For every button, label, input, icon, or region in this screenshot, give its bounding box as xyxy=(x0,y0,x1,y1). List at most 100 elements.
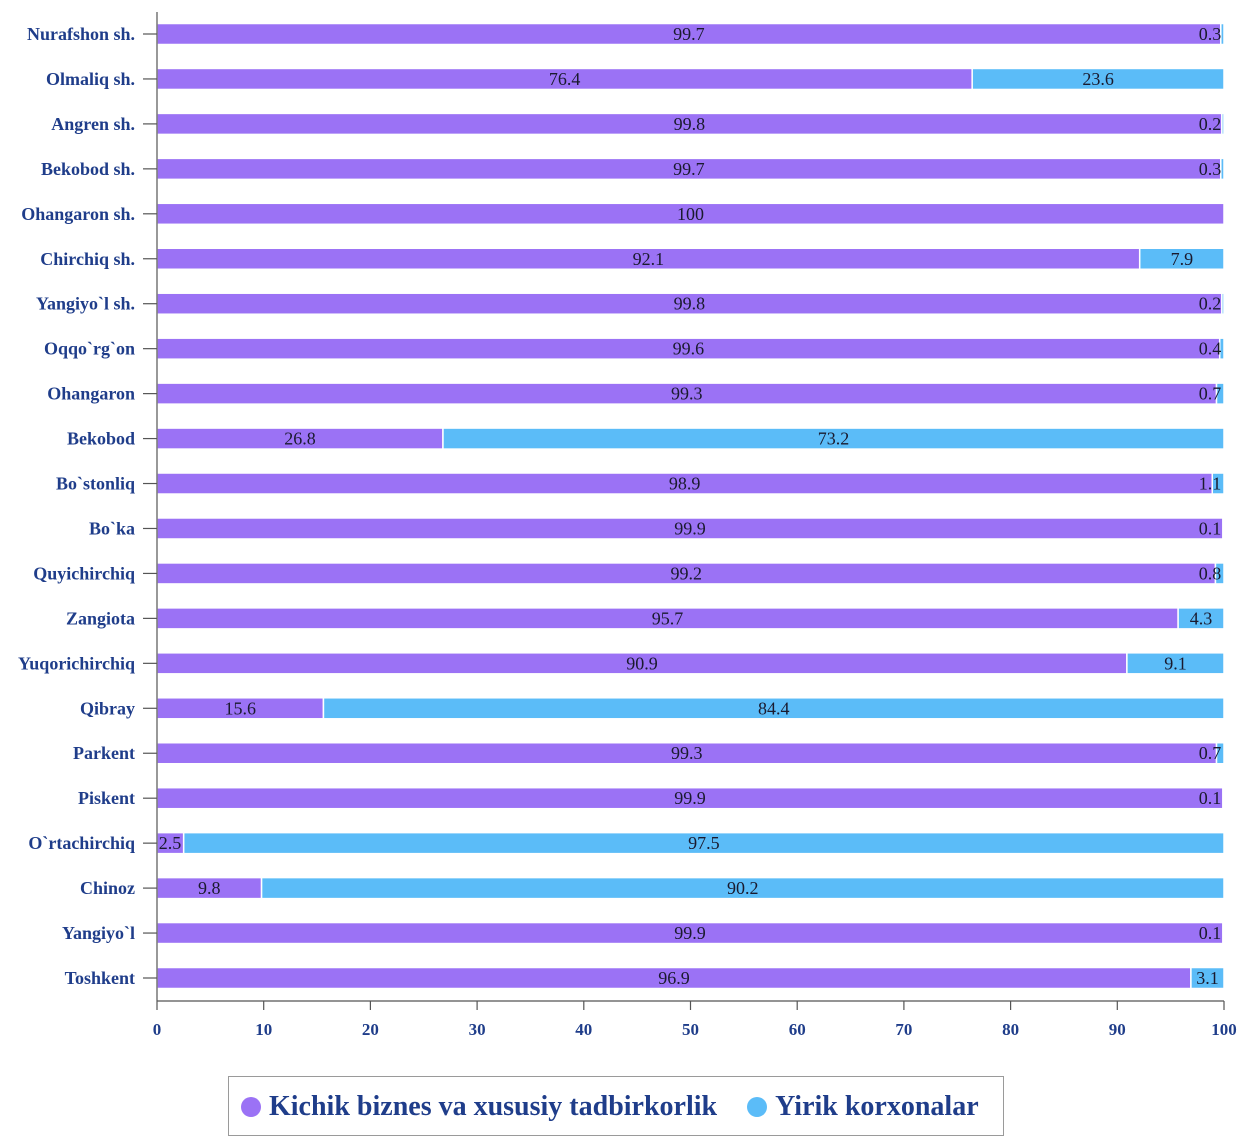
data-label: 0.1 xyxy=(1199,518,1222,538)
data-label: 0.2 xyxy=(1199,114,1222,134)
bar-segment-large-enterprises[interactable] xyxy=(1220,22,1225,46)
bar-row: 76.4 23.6 xyxy=(156,67,1225,91)
bar-row: 99.6 0.4 xyxy=(156,337,1225,360)
bar-segment-large-enterprises[interactable] xyxy=(442,427,1225,450)
data-label: 4.3 xyxy=(1190,608,1213,628)
data-label: 0.3 xyxy=(1199,24,1222,44)
data-label: 2.5 xyxy=(159,833,182,853)
data-label: 7.9 xyxy=(1171,249,1194,269)
x-tick-label: 20 xyxy=(362,1020,379,1039)
bar-segment-large-enterprises[interactable] xyxy=(1138,247,1225,271)
data-label: 0.3 xyxy=(1199,159,1222,179)
data-label: 99.2 xyxy=(670,563,702,583)
legend-item-small-business[interactable]: Kichik biznes va xususiy tadbirkorlik xyxy=(241,1091,717,1123)
data-label: 99.9 xyxy=(674,788,706,808)
bar-row: 99.2 0.8 xyxy=(156,562,1225,585)
bar-row: 2.5 97.5 xyxy=(156,831,1225,855)
data-label: 92.1 xyxy=(633,249,665,269)
bar-segment-large-enterprises[interactable] xyxy=(1218,337,1225,360)
bar-segment-large-enterprises[interactable] xyxy=(1220,157,1225,181)
category-label: Olmaliq sh. xyxy=(46,69,135,89)
legend-label-large-enterprises: Yirik korxonalar xyxy=(775,1091,979,1122)
bar-segment-large-enterprises[interactable] xyxy=(1177,607,1225,630)
data-label: 0.7 xyxy=(1199,384,1222,404)
data-label: 0.7 xyxy=(1199,743,1222,763)
category-label: Zangiota xyxy=(66,608,135,628)
bar-row: 99.8 0.2 xyxy=(156,292,1225,315)
bar-row: 99.3 0.7 xyxy=(156,741,1225,765)
bar-segment-large-enterprises[interactable] xyxy=(1214,562,1225,585)
category-label: Piskent xyxy=(78,788,135,808)
data-label: 99.3 xyxy=(671,384,703,404)
bar-segment-large-enterprises[interactable] xyxy=(971,67,1225,91)
data-label: 73.2 xyxy=(818,429,850,449)
data-label: 90.9 xyxy=(626,653,658,673)
bar-segment-large-enterprises[interactable] xyxy=(1215,382,1225,405)
category-label: Chinoz xyxy=(80,878,135,898)
data-label: 100 xyxy=(677,204,704,224)
data-label: 0.4 xyxy=(1199,339,1222,359)
legend-dot-large-enterprises-icon xyxy=(747,1097,768,1117)
x-tick-label: 70 xyxy=(895,1020,912,1039)
data-label: 99.7 xyxy=(673,159,705,179)
bar-row: 99.3 0.7 xyxy=(156,382,1225,405)
legend-label-small-business: Kichik biznes va xususiy tadbirkorlik xyxy=(269,1091,718,1122)
data-label: 76.4 xyxy=(549,69,581,89)
x-tick-label: 90 xyxy=(1109,1020,1126,1039)
x-tick-label: 10 xyxy=(255,1020,272,1039)
data-label: 0.2 xyxy=(1199,294,1222,314)
data-label: 99.9 xyxy=(674,923,706,943)
bar-segment-large-enterprises[interactable] xyxy=(1222,921,1226,945)
data-label: 99.8 xyxy=(674,114,706,134)
legend: Kichik biznes va xususiy tadbirkorlik Yi… xyxy=(228,1076,1004,1136)
category-label: Yuqorichirchiq xyxy=(18,653,135,673)
bar-segment-large-enterprises[interactable] xyxy=(1221,292,1225,315)
category-label: Ohangaron sh. xyxy=(21,204,135,224)
x-tick-label: 80 xyxy=(1002,1020,1019,1039)
bar-segment-large-enterprises[interactable] xyxy=(1211,472,1225,495)
bar-segment-large-enterprises[interactable] xyxy=(322,697,1225,720)
bar-segment-large-enterprises[interactable] xyxy=(1215,741,1225,765)
bar-segment-large-enterprises[interactable] xyxy=(1222,517,1226,540)
bar-segment-large-enterprises[interactable] xyxy=(182,831,1225,855)
data-label: 99.6 xyxy=(673,339,705,359)
category-label: Bo`ka xyxy=(89,518,135,538)
x-tick-label: 0 xyxy=(153,1020,162,1039)
data-label: 26.8 xyxy=(284,429,316,449)
bar-segment-large-enterprises[interactable] xyxy=(1222,786,1226,810)
category-label: Oqqo`rg`on xyxy=(44,339,135,359)
legend-dot-small-business-icon xyxy=(241,1097,261,1117)
x-tick-label: 50 xyxy=(682,1020,699,1039)
bar-row: 99.9 0.1 xyxy=(156,786,1226,810)
category-label: Chirchiq sh. xyxy=(40,249,135,269)
bar-row: 99.8 0.2 xyxy=(156,112,1225,136)
bar-segment-large-enterprises[interactable] xyxy=(1126,652,1225,675)
data-label: 90.2 xyxy=(727,878,759,898)
bar-row: 90.9 9.1 xyxy=(156,652,1225,675)
x-tick-label: 30 xyxy=(469,1020,486,1039)
data-label: 98.9 xyxy=(669,474,701,494)
bar-segment-large-enterprises[interactable] xyxy=(260,876,1225,900)
bar-segment-large-enterprises[interactable] xyxy=(1221,112,1225,136)
category-label: Bekobod xyxy=(67,429,135,449)
category-label: Angren sh. xyxy=(51,114,135,134)
bar-row: 92.1 7.9 xyxy=(156,247,1225,271)
data-label: 15.6 xyxy=(224,698,256,718)
bar-row: 95.7 4.3 xyxy=(156,607,1225,630)
bar-segment-large-enterprises[interactable] xyxy=(1190,966,1225,990)
data-label: 9.8 xyxy=(198,878,221,898)
bar-row: 9.8 90.2 xyxy=(156,876,1225,900)
legend-item-large-enterprises[interactable]: Yirik korxonalar xyxy=(747,1091,979,1123)
category-label: Ohangaron xyxy=(47,384,135,404)
bar-row: 99.7 0.3 xyxy=(156,22,1225,46)
bar-row: 98.9 1.1 xyxy=(156,472,1225,495)
category-label: Bo`stonliq xyxy=(56,474,135,494)
bar-row: 96.9 3.1 xyxy=(156,966,1225,990)
data-label: 97.5 xyxy=(688,833,720,853)
data-label: 84.4 xyxy=(758,698,790,718)
data-label: 99.7 xyxy=(673,24,705,44)
bar-row: 15.6 84.4 xyxy=(156,697,1225,720)
data-label: 0.1 xyxy=(1199,788,1222,808)
